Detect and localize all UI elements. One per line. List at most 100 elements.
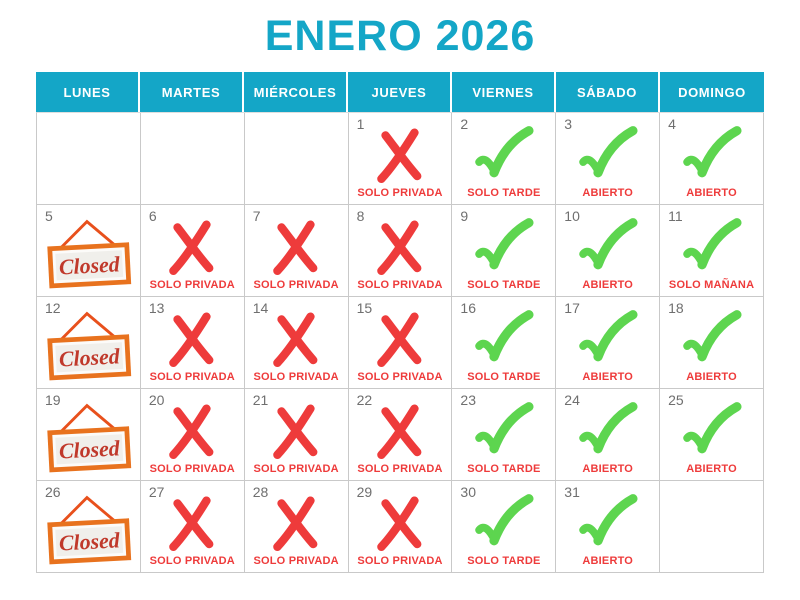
day-number: 17 [564, 300, 580, 316]
calendar-cell: 18 ABIERTO [660, 297, 764, 389]
calendar-cell: 5 Closed [37, 205, 141, 297]
check-icon [576, 309, 640, 366]
calendar-grid: 1 SOLO PRIVADA 2 SOLO TARDE 3 ABIERTO 4 ABI… [36, 112, 764, 573]
x-icon [268, 309, 324, 367]
check-icon [680, 125, 744, 182]
calendar-cell: 29 SOLO PRIVADA [348, 481, 453, 573]
check-icon [472, 217, 536, 274]
check-icon [576, 493, 640, 550]
x-icon [372, 217, 428, 275]
status-label: SOLO TARDE [467, 463, 541, 475]
day-number: 22 [356, 392, 373, 408]
status-label: SOLO PRIVADA [149, 555, 235, 567]
x-icon [164, 217, 220, 275]
x-icon [268, 217, 324, 275]
status-label: SOLO PRIVADA [253, 371, 339, 383]
calendar-cell: 22 SOLO PRIVADA [348, 389, 453, 481]
check-icon [680, 217, 744, 274]
status-label: ABIERTO [582, 371, 634, 383]
status-label: SOLO PRIVADA [357, 371, 443, 383]
day-number: 10 [564, 208, 580, 224]
day-number: 26 [45, 484, 61, 500]
x-icon [372, 309, 428, 367]
day-number: 13 [148, 300, 165, 316]
weekday-header-miercoles: MIÉRCOLES [244, 72, 348, 112]
calendar-cell: 9 SOLO TARDE [452, 205, 557, 297]
status-label: SOLO MAÑANA [668, 279, 755, 291]
check-icon [472, 309, 536, 366]
day-number: 31 [564, 484, 580, 500]
calendar-cell: 14 SOLO PRIVADA [244, 297, 349, 389]
day-number: 1 [356, 116, 365, 132]
day-number: 29 [356, 484, 373, 500]
status-label: SOLO PRIVADA [253, 463, 339, 475]
calendar-cell: 8 SOLO PRIVADA [348, 205, 453, 297]
day-number: 20 [148, 392, 165, 408]
day-number: 16 [460, 300, 476, 316]
weekday-header-row: LUNES MARTES MIÉRCOLES JUEVES VIERNES SÁ… [36, 72, 764, 112]
calendar-cell: 12 Closed [37, 297, 141, 389]
status-label: SOLO PRIVADA [357, 463, 443, 475]
status-label: ABIERTO [686, 187, 737, 199]
calendar-cell: 11 SOLO MAÑANA [660, 205, 764, 297]
day-number: 28 [252, 484, 269, 500]
status-label: SOLO TARDE [467, 371, 541, 383]
calendar-cell: 2 SOLO TARDE [452, 113, 557, 205]
calendar-cell: 24 ABIERTO [556, 389, 661, 481]
page-title: ENERO 2026 [264, 12, 536, 60]
status-label: SOLO PRIVADA [149, 463, 235, 475]
svg-text:Closed: Closed [59, 436, 122, 463]
calendar-cell: 4 ABIERTO [660, 113, 764, 205]
day-number: 9 [460, 208, 469, 224]
day-number: 18 [668, 300, 684, 316]
day-number: 14 [252, 300, 269, 316]
weekday-header-jueves: JUEVES [348, 72, 452, 112]
status-label: SOLO PRIVADA [149, 279, 235, 291]
status-label: SOLO TARDE [467, 187, 541, 199]
x-icon [164, 401, 220, 459]
calendar-cell: 23 SOLO TARDE [452, 389, 557, 481]
check-icon [680, 309, 744, 366]
calendar-cell: 26 Closed [37, 481, 141, 573]
svg-text:Closed: Closed [59, 252, 122, 279]
calendar-cell: 10 ABIERTO [556, 205, 661, 297]
closed-sign: Closed [40, 214, 136, 292]
day-number: 25 [668, 392, 684, 408]
day-number: 24 [564, 392, 580, 408]
calendar-cell: 15 SOLO PRIVADA [348, 297, 453, 389]
day-number: 21 [252, 392, 269, 408]
status-label: SOLO PRIVADA [149, 371, 235, 383]
check-icon [472, 401, 536, 458]
calendar: LUNES MARTES MIÉRCOLES JUEVES VIERNES SÁ… [36, 72, 764, 573]
status-label: ABIERTO [686, 371, 737, 383]
closed-sign: Closed [40, 398, 136, 476]
calendar-cell: 7 SOLO PRIVADA [244, 205, 349, 297]
day-number: 23 [460, 392, 476, 408]
status-label: SOLO TARDE [467, 555, 541, 567]
check-icon [576, 217, 640, 274]
status-label: ABIERTO [582, 187, 634, 199]
day-number: 12 [45, 300, 61, 316]
status-label: SOLO PRIVADA [253, 279, 339, 291]
x-icon [164, 493, 220, 551]
check-icon [472, 493, 536, 550]
day-number: 4 [668, 116, 676, 132]
calendar-cell: 17 ABIERTO [556, 297, 661, 389]
calendar-cell: 13 SOLO PRIVADA [140, 297, 245, 389]
status-label: SOLO PRIVADA [357, 555, 443, 567]
svg-text:Closed: Closed [59, 344, 122, 371]
day-number: 3 [564, 116, 573, 132]
status-label: ABIERTO [582, 555, 634, 567]
weekday-header-martes: MARTES [140, 72, 244, 112]
day-number: 30 [460, 484, 476, 500]
closed-sign: Closed [40, 490, 136, 568]
x-icon [372, 493, 428, 551]
weekday-header-domingo: DOMINGO [660, 72, 764, 112]
calendar-cell: 20 SOLO PRIVADA [140, 389, 245, 481]
x-icon [372, 125, 428, 183]
weekday-header-viernes: VIERNES [452, 72, 556, 112]
calendar-cell [140, 113, 245, 205]
calendar-cell: 21 SOLO PRIVADA [244, 389, 349, 481]
calendar-cell: 6 SOLO PRIVADA [140, 205, 245, 297]
